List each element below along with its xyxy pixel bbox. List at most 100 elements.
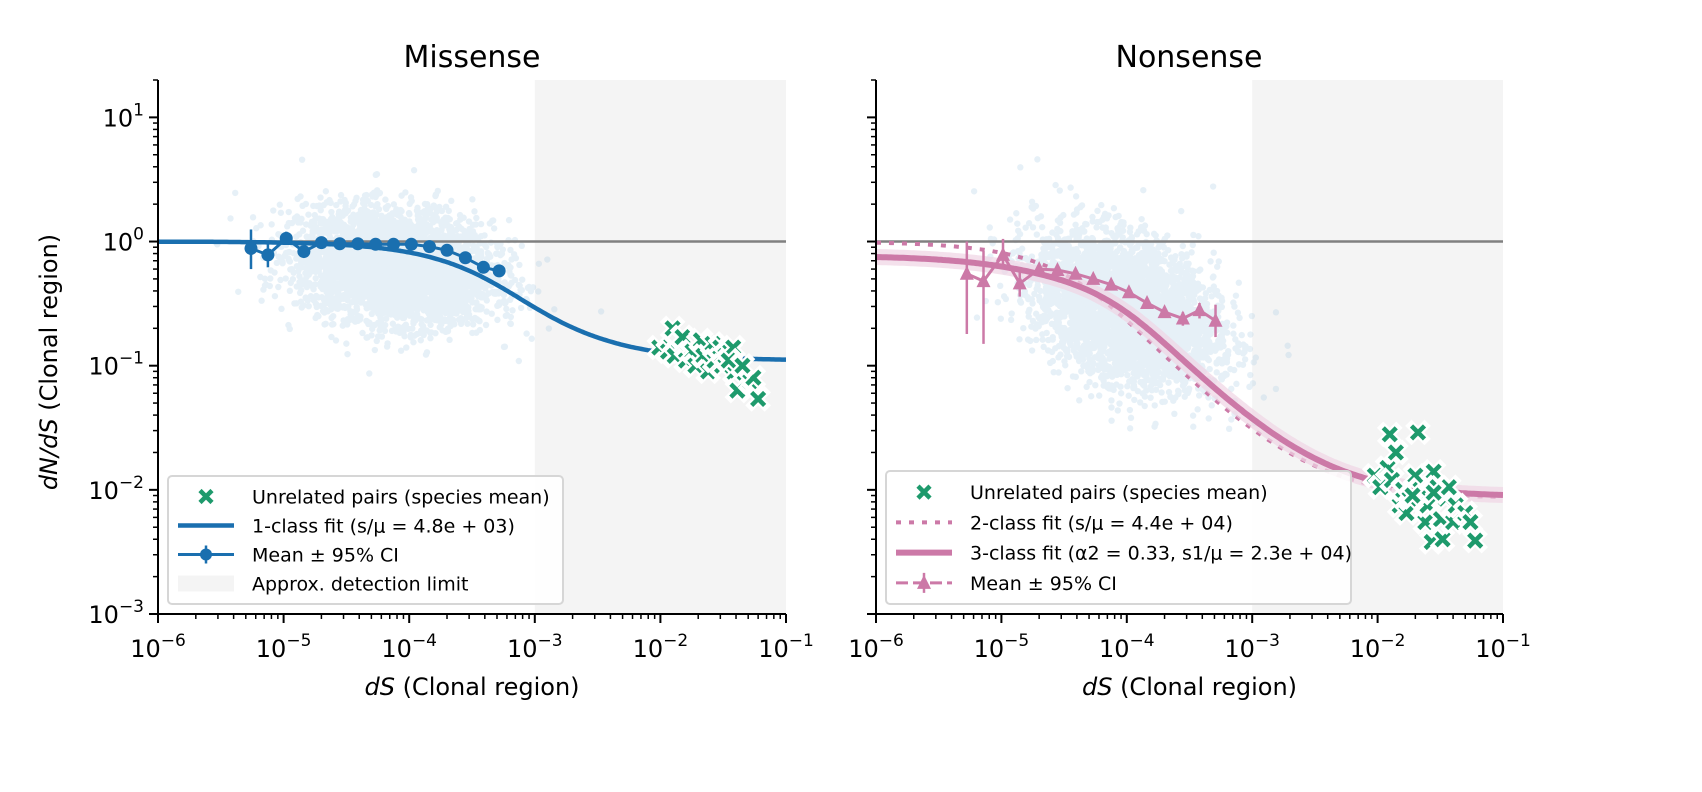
cloud-point <box>380 295 387 303</box>
cloud-point <box>337 221 344 229</box>
cloud-point <box>434 281 441 288</box>
cloud-point <box>413 228 420 236</box>
cloud-point <box>436 267 444 275</box>
cloud-point <box>404 262 411 269</box>
cloud-point <box>378 256 385 264</box>
cloud-point <box>440 232 448 239</box>
legend-patch-icon <box>178 575 234 592</box>
cloud-point <box>350 316 357 324</box>
cloud-point <box>483 255 491 263</box>
cloud-point <box>407 331 415 339</box>
cloud-point <box>332 261 339 268</box>
cloud-point <box>351 297 358 304</box>
cloud-point <box>426 261 434 269</box>
cloud-point <box>447 310 454 317</box>
cloud-point <box>343 228 351 235</box>
cloud-point <box>363 282 370 289</box>
cloud-point <box>380 285 387 293</box>
cloud-point <box>418 316 425 323</box>
cloud-point <box>336 219 344 227</box>
cloud-point <box>411 258 418 265</box>
cloud-point <box>407 272 414 279</box>
cloud-point <box>344 321 351 328</box>
cloud-point <box>384 261 391 269</box>
cloud-point <box>395 260 403 268</box>
cloud-point <box>372 218 380 226</box>
cloud-point <box>444 286 451 293</box>
cloud-point <box>447 228 455 236</box>
cloud-point <box>353 228 361 235</box>
cloud-point <box>348 299 356 306</box>
cloud-point <box>1126 425 1134 432</box>
cloud-point <box>462 299 469 307</box>
cloud-point <box>405 254 412 262</box>
cloud-point <box>423 267 430 275</box>
cloud-point <box>367 225 374 232</box>
cloud-point <box>421 207 428 215</box>
cloud-point <box>353 303 360 311</box>
cloud-point <box>422 274 430 281</box>
cloud-point <box>381 271 389 279</box>
cloud-point <box>357 216 364 223</box>
cloud-point <box>360 271 368 279</box>
cloud-point <box>451 255 459 263</box>
cloud-point <box>372 295 380 302</box>
cloud-point <box>427 234 434 241</box>
cloud-point <box>390 282 397 289</box>
cloud-point <box>324 223 331 230</box>
cloud-point <box>341 256 348 264</box>
cloud-point <box>373 250 381 258</box>
cloud-point <box>433 279 440 286</box>
cloud-point <box>298 286 305 294</box>
cloud-point <box>249 214 257 221</box>
cloud-point <box>355 295 363 303</box>
cloud-point <box>327 261 334 269</box>
cloud-point <box>510 251 518 258</box>
cloud-point <box>334 257 342 264</box>
cloud-point <box>309 227 316 235</box>
cloud-point <box>494 243 501 251</box>
cloud-point <box>436 276 444 284</box>
cloud-point <box>406 280 414 288</box>
cloud-point <box>368 288 375 295</box>
cloud-point <box>448 197 455 205</box>
cloud-point <box>515 357 523 365</box>
cloud-point <box>376 319 384 327</box>
cloud-point <box>443 286 450 294</box>
y-tick-label: 100 <box>103 225 144 257</box>
cloud-point <box>1125 392 1132 399</box>
cloud-point <box>444 284 452 291</box>
cloud-point <box>314 311 321 319</box>
cloud-point <box>415 290 422 298</box>
cloud-point <box>433 275 440 282</box>
cloud-point <box>442 276 450 284</box>
cloud-point <box>394 286 401 294</box>
cloud-point <box>330 273 338 280</box>
cloud-point <box>339 269 346 276</box>
cloud-point <box>298 304 305 311</box>
cloud-point <box>335 282 342 289</box>
cloud-point <box>427 299 434 306</box>
cloud-point <box>359 196 367 204</box>
cloud-point <box>321 309 328 316</box>
cloud-point <box>310 285 317 293</box>
cloud-point <box>326 251 333 259</box>
cloud-point <box>355 217 363 225</box>
cloud-point <box>346 255 354 262</box>
cloud-point <box>334 215 341 223</box>
cloud-point <box>365 220 373 227</box>
cloud-point <box>390 261 398 268</box>
cloud-point <box>404 309 411 316</box>
cloud-point <box>394 280 401 288</box>
cloud-point <box>326 233 334 241</box>
tick-base: 10 <box>103 229 134 257</box>
cloud-point <box>407 283 414 290</box>
cloud-point <box>440 272 448 279</box>
x-tick-label: 10−6 <box>130 631 186 663</box>
tick-exponent: −3 <box>119 597 144 617</box>
cloud-point <box>484 249 492 257</box>
cloud-point <box>438 307 445 315</box>
cloud-point <box>430 286 437 294</box>
cloud-point <box>362 270 370 278</box>
cloud-point <box>466 279 474 286</box>
